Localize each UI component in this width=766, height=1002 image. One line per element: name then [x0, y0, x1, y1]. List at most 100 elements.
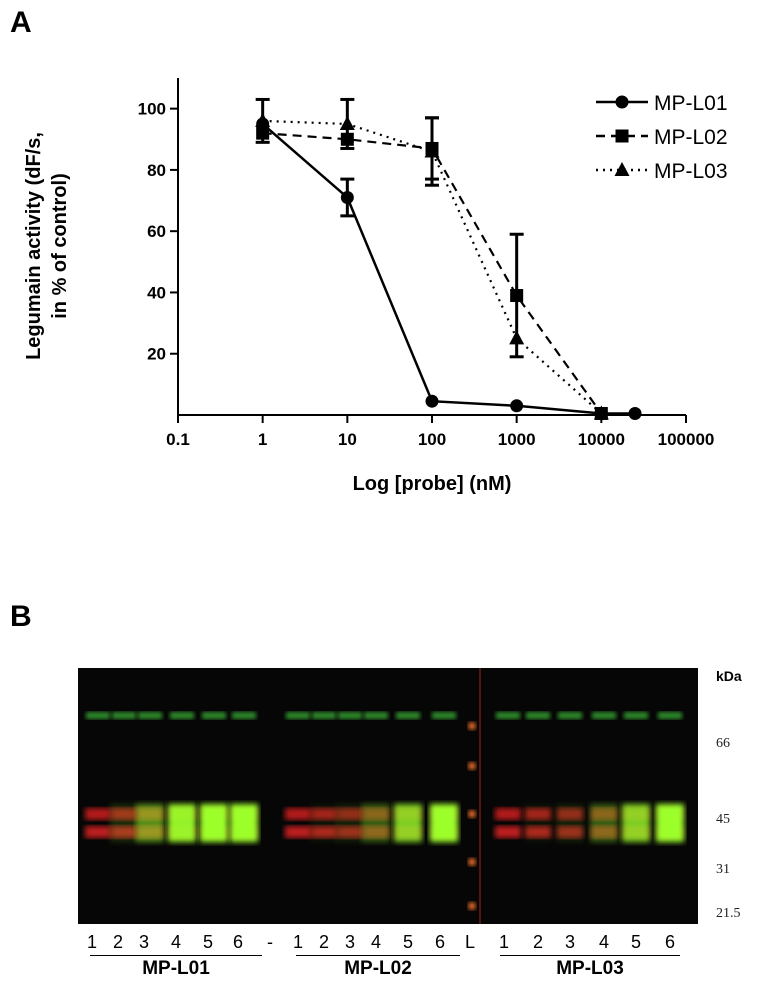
y-tick-label-80: 80: [147, 161, 166, 180]
ladder-dot: [468, 762, 476, 770]
lane-label-12: 6: [434, 932, 445, 952]
group-underline-mp-l01: [90, 955, 262, 956]
lane-label-3: 4: [170, 932, 181, 952]
band-66: [286, 712, 310, 719]
band-66: [396, 712, 420, 719]
marker-45: 45: [716, 812, 730, 827]
band-green: [136, 804, 164, 842]
lane-label-11: 5: [402, 932, 413, 952]
x-tick-label-10: 10: [338, 430, 357, 449]
band-66: [658, 712, 682, 719]
band-66: [138, 712, 162, 719]
lane-label-19: 6: [664, 932, 675, 952]
gel-bands: [85, 668, 684, 924]
x-tick-label-10000: 10000: [578, 430, 625, 449]
band-green: [336, 804, 364, 842]
y-tick-label-60: 60: [147, 222, 166, 241]
band-66: [202, 712, 226, 719]
dose-response-chart: 20 40 60 80 100 0.1 1 10 100 1000 10000 100000 MP-L…: [23, 78, 728, 495]
group-underline-mp-l03: [500, 955, 680, 956]
lane-label-5: 6: [232, 932, 243, 952]
data-point-mp-l02-3: [510, 289, 524, 303]
group-label-mp-l03: MP-L03: [556, 958, 624, 979]
data-point-mp-l01-2: [425, 394, 439, 408]
band-red-upper: [285, 808, 311, 820]
lane-label-6: -: [267, 932, 273, 952]
lane-label-13: L: [464, 932, 475, 952]
y-tick-label-40: 40: [147, 283, 166, 302]
y-axis-title-line2: in % of control): [49, 173, 71, 319]
band-66: [312, 712, 336, 719]
marker-21-5: 21.5: [716, 906, 741, 921]
marker-31: 31: [716, 862, 730, 877]
lane-label-17: 4: [598, 932, 609, 952]
band-66: [112, 712, 136, 719]
band-66: [496, 712, 520, 719]
x-tick-label-100000: 100000: [658, 430, 715, 449]
lane-label-1: 2: [112, 932, 123, 952]
data-point-mp-l03-0: [255, 112, 271, 127]
ladder-dot: [468, 858, 476, 866]
band-green: [556, 804, 584, 842]
band-66: [526, 712, 550, 719]
data-point-mp-l03-2: [424, 143, 440, 158]
lane-label-7: 1: [292, 932, 303, 952]
lane-label-15: 2: [532, 932, 543, 952]
band-red-lower: [85, 826, 111, 838]
panel-b-label: B: [10, 600, 32, 633]
legend-marker-mp-l01: [615, 95, 629, 109]
x-tick-label-1000: 1000: [498, 430, 536, 449]
lane-label-0: 1: [86, 932, 97, 952]
ladder-dot: [468, 722, 476, 730]
data-point-mp-l01-3: [510, 399, 524, 413]
band-66: [364, 712, 388, 719]
band-red-upper: [85, 808, 111, 820]
data-point-mp-l03-4: [593, 405, 609, 420]
band-red-lower: [495, 826, 521, 838]
legend-label-mp-l02: MP-L02: [654, 126, 728, 149]
series-mp-l03: [255, 97, 609, 420]
y-tick-label-100: 100: [138, 100, 166, 119]
marker-66: 66: [716, 736, 730, 751]
panel-a-label: A: [10, 6, 32, 39]
lane-label-10: 4: [370, 932, 381, 952]
band-66: [170, 712, 194, 719]
group-label-mp-l02: MP-L02: [344, 958, 412, 979]
lane-label-18: 5: [630, 932, 641, 952]
x-tick-label-0.1: 0.1: [166, 430, 190, 449]
x-axis-title: Log [probe] (nM): [353, 473, 512, 495]
band-66: [592, 712, 616, 719]
band-green: [168, 804, 196, 842]
band-green: [362, 804, 390, 842]
band-red-lower: [285, 826, 311, 838]
y-axis-title-line1: Legumain activity (dF/s,: [23, 132, 45, 360]
lane-label-9: 3: [344, 932, 355, 952]
chart-axes: 20 40 60 80 100 0.1 1 10 100 1000 10000 100000: [138, 78, 715, 449]
band-green: [590, 804, 618, 842]
ladder-dot: [468, 902, 476, 910]
data-point-mp-l03-3: [509, 330, 525, 345]
ladder-dot: [468, 810, 476, 818]
legend-label-mp-l03: MP-L03: [654, 160, 728, 183]
band-green: [524, 804, 552, 842]
band-66: [558, 712, 582, 719]
lane-label-2: 3: [138, 932, 149, 952]
band-green: [110, 804, 138, 842]
y-tick-label-20: 20: [147, 345, 166, 364]
band-66: [624, 712, 648, 719]
group-underline-mp-l02: [296, 955, 460, 956]
band-green: [394, 804, 422, 842]
series-line-mp-l03: [262, 119, 603, 415]
lane-label-14: 1: [498, 932, 509, 952]
band-red-upper: [495, 808, 521, 820]
lane-label-4: 5: [202, 932, 213, 952]
series-line-mp-l01: [261, 123, 636, 415]
band-green: [200, 804, 228, 842]
lane-label-16: 3: [564, 932, 575, 952]
band-66: [86, 712, 110, 719]
chart-series: [255, 97, 642, 420]
series-mp-l01: [256, 117, 642, 420]
band-66: [338, 712, 362, 719]
band-green: [310, 804, 338, 842]
legend-label-mp-l01: MP-L01: [654, 92, 728, 115]
